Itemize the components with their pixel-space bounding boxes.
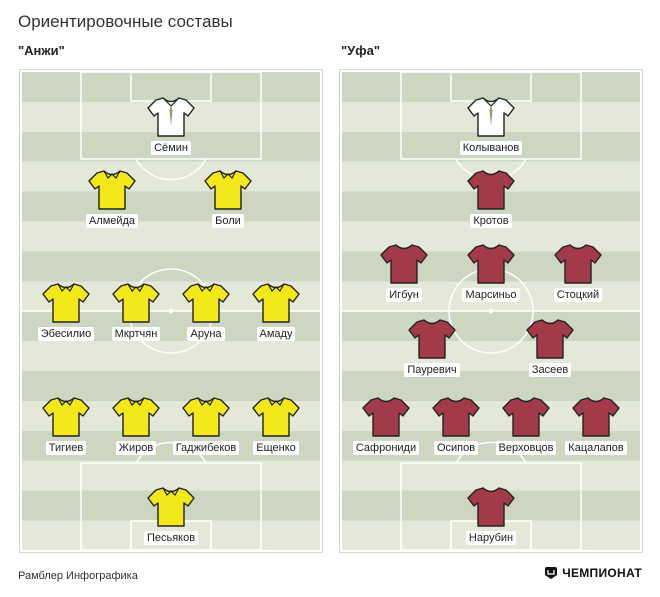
yellow-shirt-icon [204, 170, 252, 210]
player-name: Песьяков [143, 531, 199, 545]
player-ufa-dm: Засеев [505, 318, 595, 378]
player-name: Тигиев [45, 441, 87, 455]
page-title: Ориентировочные составы [18, 12, 233, 31]
player-name: Засеев [528, 363, 572, 377]
player-ufa-am: Игбун [359, 243, 449, 303]
claret-shirt-icon [467, 487, 515, 527]
player-anzhi-df: Гаджибеков [161, 396, 251, 456]
pitch-anzhi: Сёмин Алмейда Боли Эбесилио Мкртчян Арун… [20, 70, 322, 552]
yellow-shirt-icon [252, 283, 300, 323]
player-ufa-df: Кацалапов [551, 396, 640, 456]
player-name: Стоцкий [553, 288, 603, 302]
player-ufa-df: Верховцов [481, 396, 571, 456]
player-anzhi-mf: Аруна [161, 282, 251, 342]
player-ufa-fw: Кротов [446, 169, 536, 229]
player-name: Игбун [386, 288, 422, 302]
footer-credit: Рамблер Инфографика [18, 570, 138, 582]
claret-shirt-icon [554, 244, 602, 284]
yellow-shirt-icon [112, 283, 160, 323]
claret-shirt-icon [572, 397, 620, 437]
player-name: Аруна [187, 327, 225, 341]
player-name: Нарубин [465, 531, 517, 545]
player-name: Алмейда [85, 214, 139, 228]
player-ufa-dm: Пауревич [387, 318, 477, 378]
player-anzhi-gk-top: Сёмин [126, 96, 216, 156]
player-name: Осипов [433, 441, 479, 455]
yellow-shirt-icon [182, 283, 230, 323]
yellow-shirt-icon [42, 283, 90, 323]
yellow-shirt-icon [147, 487, 195, 527]
player-anzhi-df: Ещенко [231, 396, 320, 456]
brand-link[interactable]: ЧЕМПИОНАТ [544, 566, 642, 580]
claret-shirt-icon [467, 170, 515, 210]
claret-shirt-icon [502, 397, 550, 437]
player-name: Кацалапов [565, 441, 627, 455]
yellow-shirt-icon [88, 170, 136, 210]
player-anzhi-df: Тигиев [22, 396, 111, 456]
pitch-ufa: Колыванов Кротов Игбун Марсиньо Стоцкий … [340, 70, 642, 552]
player-ufa-df: Сафрониди [342, 396, 431, 456]
claret-shirt-icon [526, 319, 574, 359]
player-ufa-df: Осипов [411, 396, 501, 456]
claret-shirt-icon [467, 244, 515, 284]
claret-shirt-icon [432, 397, 480, 437]
yellow-shirt-icon [112, 397, 160, 437]
claret-shirt-icon [362, 397, 410, 437]
player-anzhi-mf: Мкртчян [91, 282, 181, 342]
yellow-shirt-icon [182, 397, 230, 437]
player-anzhi-fw: Алмейда [67, 169, 157, 229]
claret-shirt-icon [380, 244, 428, 284]
player-anzhi-mf: Амаду [231, 282, 320, 342]
player-name: Гаджибеков [172, 441, 240, 455]
player-name: Амаду [256, 327, 296, 341]
player-name: Жиров [115, 441, 157, 455]
player-name: Эбесилио [37, 327, 95, 341]
player-name: Пауревич [404, 363, 460, 377]
championat-logo-icon [545, 567, 558, 579]
player-anzhi-fw: Боли [183, 169, 273, 229]
player-name: Кротов [470, 214, 512, 228]
player-name: Боли [212, 214, 244, 228]
brand-name: ЧЕМПИОНАТ [562, 566, 642, 580]
claret-shirt-icon [408, 319, 456, 359]
white-shirt-icon [467, 97, 515, 137]
team-name-ufa: "Уфа" [341, 43, 381, 58]
player-name: Марсиньо [462, 288, 520, 302]
player-name: Мкртчян [111, 327, 161, 341]
player-name: Ещенко [253, 441, 299, 455]
player-name: Сафрониди [352, 441, 420, 455]
player-anzhi-df: Жиров [91, 396, 181, 456]
player-ufa-am: Марсиньо [446, 243, 536, 303]
player-name: Верховцов [495, 441, 557, 455]
player-name: Сёмин [151, 141, 191, 155]
player-ufa-am: Стоцкий [533, 243, 623, 303]
player-ufa-gk-bottom: Нарубин [446, 486, 536, 546]
player-anzhi-gk-bottom: Песьяков [126, 486, 216, 546]
player-anzhi-mf: Эбесилио [22, 282, 111, 342]
yellow-shirt-icon [252, 397, 300, 437]
white-shirt-icon [147, 97, 195, 137]
team-name-anzhi: "Анжи" [18, 43, 65, 58]
player-name: Колыванов [459, 141, 523, 155]
yellow-shirt-icon [42, 397, 90, 437]
player-ufa-gk-top: Колыванов [446, 96, 536, 156]
